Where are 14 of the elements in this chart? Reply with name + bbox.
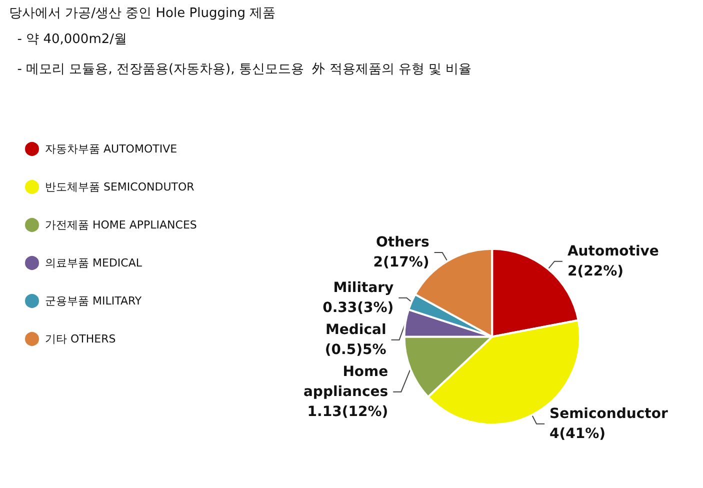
chart-title: 당사에서 가공/생산 중인 Hole Plugging 제품 [9, 6, 276, 21]
data-label: Automotive 2(22%) [567, 243, 659, 280]
legend-label: 자동차부품 AUTOMOTIVE [45, 142, 178, 156]
legend-label: 군용부품 MILITARY [45, 294, 142, 308]
data-label: Home appliances 1.13(12%) [303, 364, 388, 420]
legend-label: 반도체부품 SEMICONDUTOR [45, 180, 195, 194]
legend-label: 기타 OTHERS [45, 332, 116, 346]
data-label: Military 0.33(3%) [322, 280, 394, 316]
data-label: Semiconductor 4(41%) [550, 406, 668, 442]
data-label: Others 2(17%) [373, 234, 430, 271]
data-label: Medical (0.5)5% [324, 322, 386, 358]
legend-label: 가전제품 HOME APPLIANCES [45, 218, 197, 232]
chart-subtitle: - 약 40,000m2/월 - 메모리 모듈용, 전장품용(자동차용), 통신모드용 外 적용제품의 유형 및 비율 [9, 32, 472, 77]
legend-label: 의료부품 MEDICAL [45, 256, 143, 270]
